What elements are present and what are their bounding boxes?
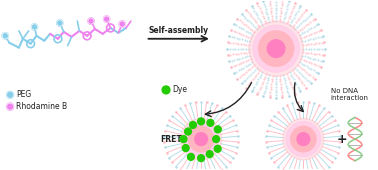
Circle shape [185,128,192,135]
Circle shape [31,24,38,30]
Circle shape [88,18,94,24]
Circle shape [119,21,125,27]
Text: Self-assembly: Self-assembly [149,26,209,35]
Circle shape [57,20,63,26]
Text: Dye: Dye [172,85,187,94]
Circle shape [214,126,221,133]
Circle shape [206,151,213,158]
Circle shape [184,122,218,157]
Text: Rhodamine B: Rhodamine B [16,102,67,111]
Circle shape [182,145,189,151]
Circle shape [180,136,187,142]
Circle shape [181,118,222,160]
Text: FRET: FRET [160,135,182,144]
Circle shape [187,154,194,160]
Text: PEG: PEG [16,90,31,99]
Circle shape [162,86,170,94]
Circle shape [207,119,214,126]
Circle shape [297,133,310,146]
Circle shape [214,145,221,152]
Circle shape [286,122,321,157]
Text: No DNA
interaction: No DNA interaction [331,88,369,101]
Circle shape [198,118,204,125]
Circle shape [291,126,316,152]
Circle shape [249,21,304,76]
Circle shape [213,136,220,142]
Circle shape [104,16,110,22]
Circle shape [283,118,324,160]
Circle shape [198,155,204,162]
Circle shape [7,91,14,98]
Circle shape [2,33,8,39]
Circle shape [267,40,285,57]
Circle shape [259,31,294,66]
Circle shape [7,103,14,110]
Circle shape [253,25,299,72]
Circle shape [188,126,214,152]
Circle shape [195,133,208,146]
Text: +: + [337,133,348,146]
Circle shape [190,122,197,128]
